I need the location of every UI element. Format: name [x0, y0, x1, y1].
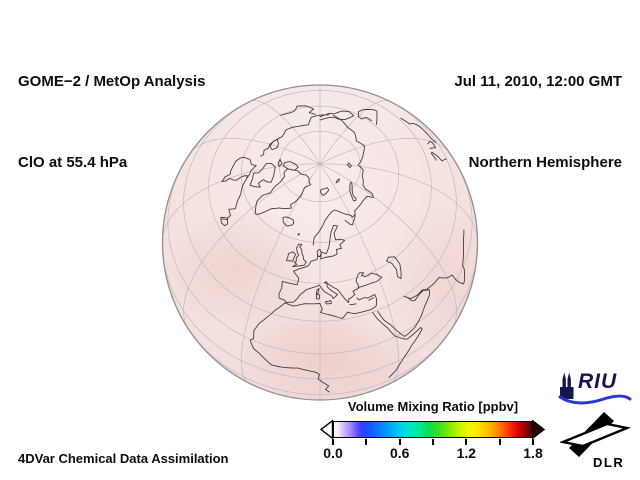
colorbar-tick	[432, 439, 434, 445]
graticule-lines	[163, 85, 477, 400]
colorbar-gradient	[333, 421, 533, 438]
dlr-logo: DLR	[558, 411, 634, 473]
cathedral-icon	[560, 372, 574, 399]
coastlines	[220, 105, 466, 393]
analysis-datetime: Jul 11, 2010, 12:00 GMT	[454, 73, 622, 90]
colorbar: Volume Mixing Ratio [ppbv] 0.0 0.6 1.2 1…	[320, 399, 545, 465]
attribution-block: 4DVar Chemical Data Assimilation SACADA …	[18, 399, 229, 480]
riu-logo-graphic	[558, 372, 632, 405]
product-line-2: ClO at 55.4 hPa	[18, 154, 128, 171]
dlr-label: DLR	[593, 455, 625, 470]
analysis-header: Jul 11, 2010, 12:00 GMT Northern Hemisph…	[454, 14, 622, 230]
colorbar-left-arrow-icon	[320, 420, 333, 439]
colorbar-tick-label: 0.6	[389, 445, 410, 461]
colorbar-tick	[332, 439, 334, 445]
colorbar-tick	[498, 439, 501, 445]
colorbar-tick-label: 1.8	[523, 445, 543, 461]
product-line-1: GOME−2 / MetOp Analysis	[18, 73, 206, 90]
colorbar-tick-label: 1.2	[456, 445, 477, 461]
colorbar-tick	[398, 439, 401, 445]
riu-logo: RIU	[556, 370, 634, 408]
globe-limb	[161, 84, 479, 401]
attribution-line: 4DVar Chemical Data Assimilation	[18, 451, 229, 466]
colorbar-tick-label: 0.0	[323, 445, 343, 461]
product-title: GOME−2 / MetOp Analysis ClO at 55.4 hPa	[18, 14, 205, 230]
clo-field	[162, 85, 478, 400]
hemisphere-label: Northern Hemisphere	[468, 154, 622, 171]
dlr-emblem-icon	[558, 412, 632, 457]
riu-swoosh	[558, 394, 632, 405]
riu-label: RIU	[578, 370, 618, 393]
colorbar-tick	[532, 439, 534, 445]
colorbar-tick	[465, 439, 468, 445]
colorbar-title: Volume Mixing Ratio [ppbv]	[347, 399, 519, 414]
colorbar-right-arrow-icon	[532, 420, 545, 439]
colorbar-tick	[365, 439, 368, 445]
